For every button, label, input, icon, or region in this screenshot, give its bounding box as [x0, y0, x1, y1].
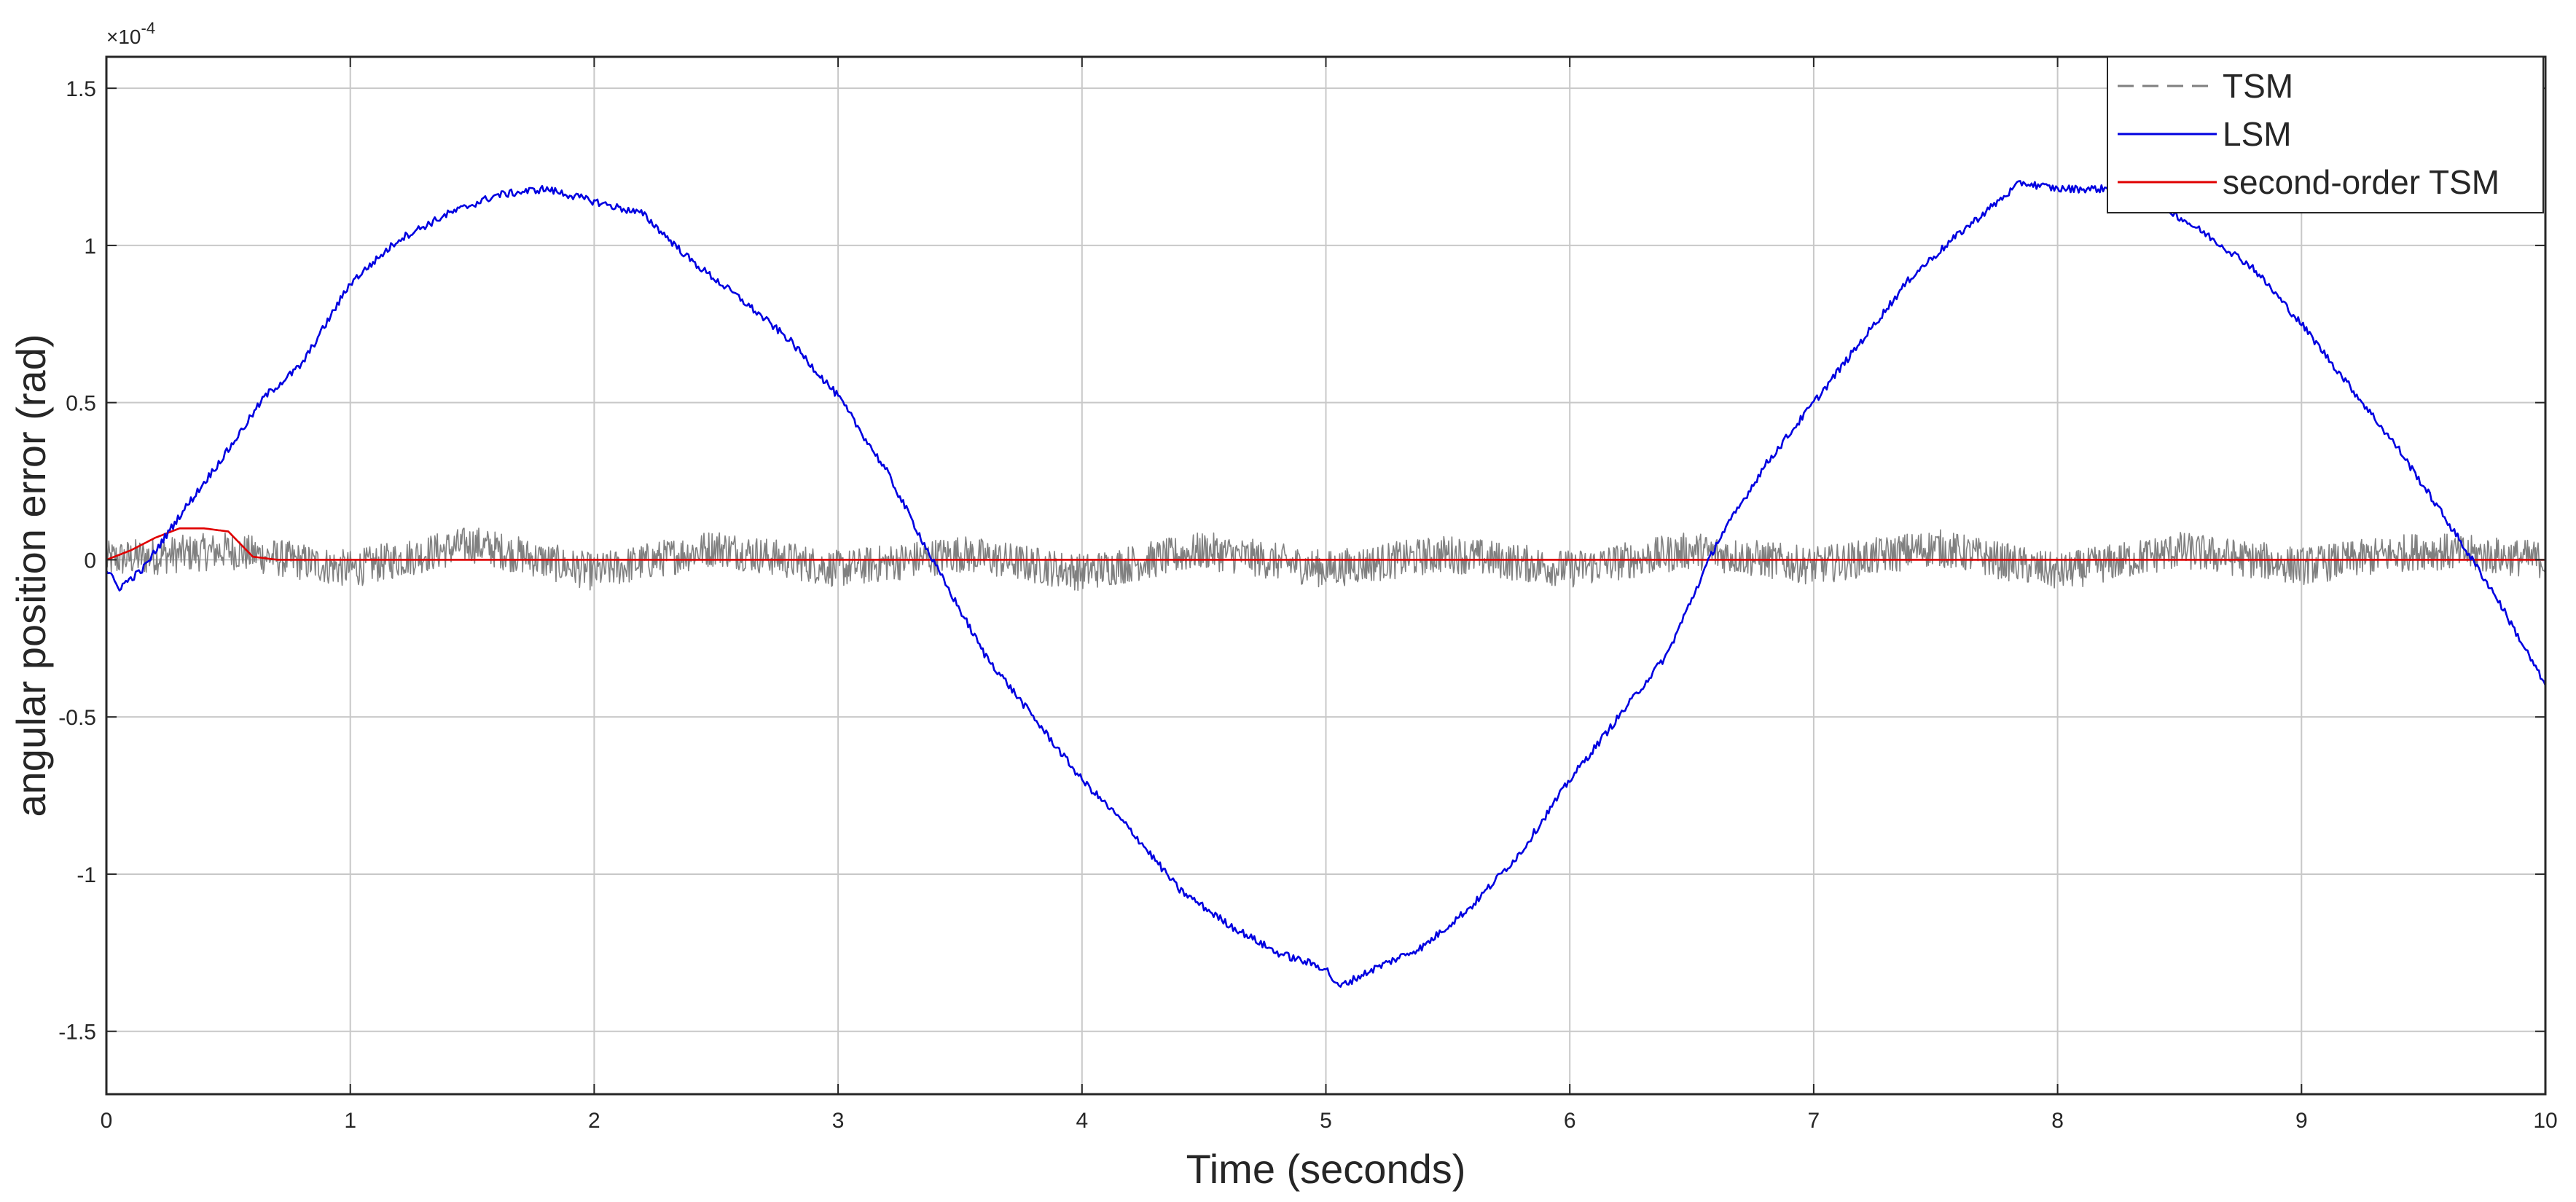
legend-label: second-order TSM: [2223, 163, 2499, 201]
x-tick-label: 2: [588, 1109, 600, 1133]
y-tick-label: 1.5: [66, 77, 96, 101]
x-tick-label: 1: [344, 1109, 356, 1133]
y-exponent-power: -4: [141, 19, 156, 37]
x-tick-label: 10: [2533, 1109, 2557, 1133]
x-tick-label: 3: [832, 1109, 845, 1133]
y-axis-exponent: ×10-4: [106, 19, 155, 48]
legend-label: LSM: [2223, 115, 2292, 153]
x-tick-label: 4: [1076, 1109, 1088, 1133]
y-tick-label: 0: [84, 549, 96, 573]
y-tick-label: 1: [84, 235, 96, 259]
x-axis-label: Time (seconds): [1186, 1146, 1466, 1192]
y-axis-label: angular position error (rad): [8, 334, 54, 817]
x-tick-label: 9: [2295, 1109, 2308, 1133]
series-line-second-order-tsm: [106, 527, 2545, 561]
x-tick-label: 0: [101, 1109, 113, 1133]
x-tick-label: 6: [1564, 1109, 1576, 1133]
y-axis-ticks: -1.5 -1 -0.5 0 0.5 1 1.5: [58, 77, 2545, 1045]
series-line-tsm: [106, 527, 2546, 592]
x-tick-label: 5: [1320, 1109, 1332, 1133]
legend: TSM LSM second-order TSM: [2107, 56, 2544, 213]
x-tick-label: 8: [2051, 1109, 2064, 1133]
y-tick-label: -0.5: [58, 706, 96, 730]
x-tick-label: 7: [1808, 1109, 1820, 1133]
y-tick-label: -1.5: [58, 1021, 96, 1045]
legend-label: TSM: [2223, 67, 2293, 105]
y-tick-label: 0.5: [66, 392, 96, 416]
y-exponent-base: ×10: [106, 25, 141, 48]
y-tick-label: -1: [77, 863, 96, 887]
